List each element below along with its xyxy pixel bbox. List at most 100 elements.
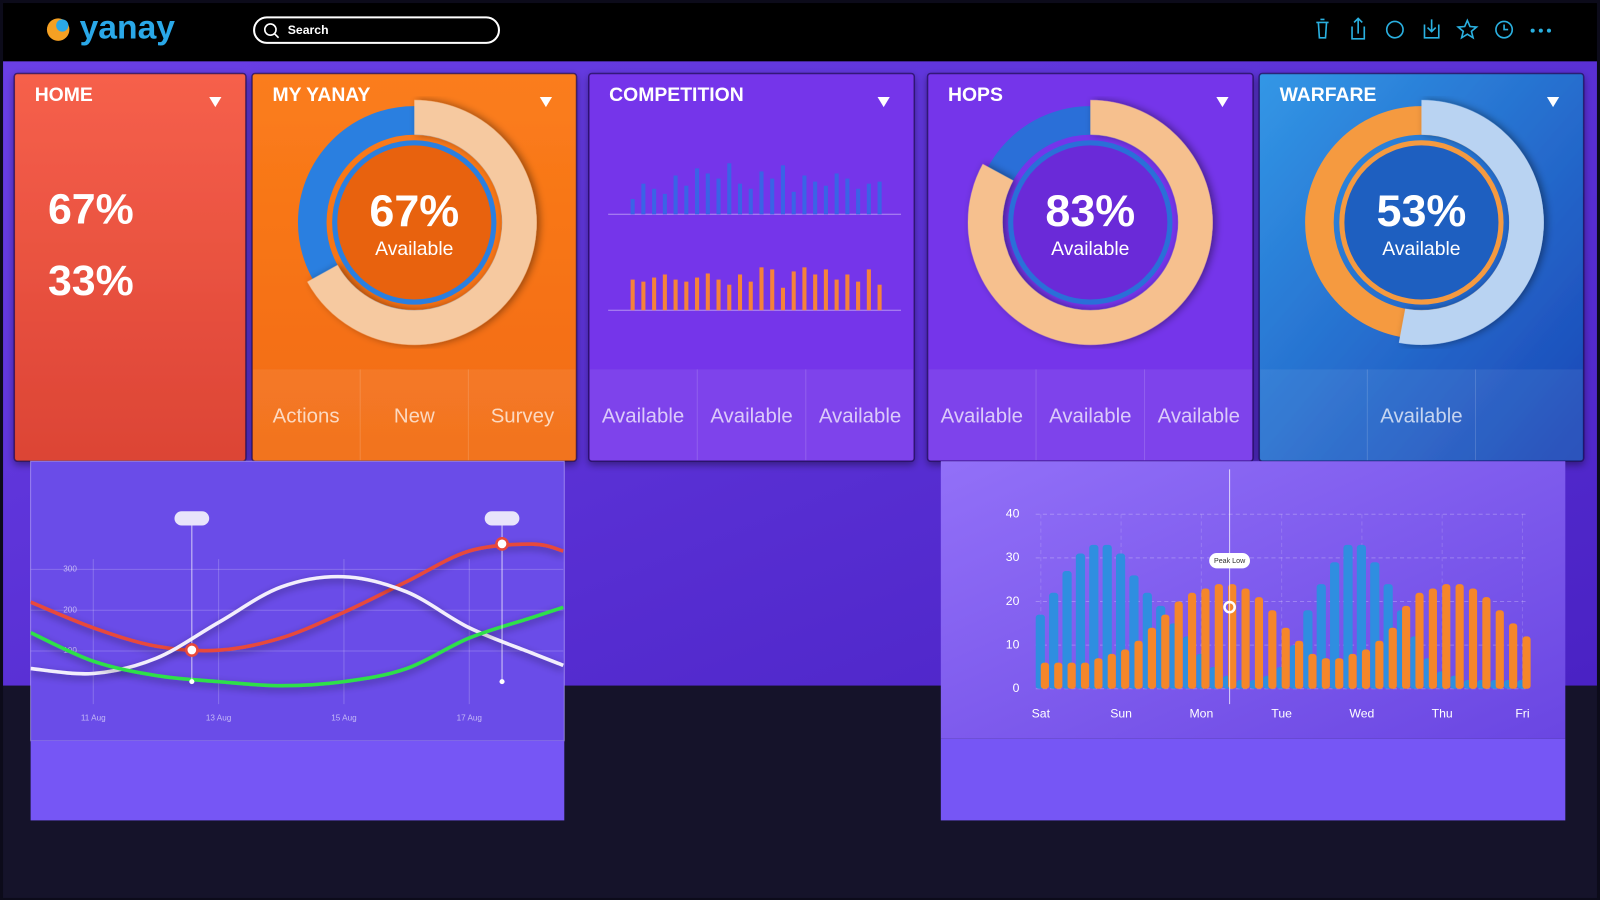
y-tick-label: 20 (1006, 594, 1020, 608)
footer-label: Available (1380, 406, 1462, 428)
mini-bar (705, 173, 710, 215)
bar (1102, 544, 1112, 689)
mini-bar (823, 185, 828, 215)
mini-bar (652, 277, 657, 311)
bar (1522, 636, 1531, 689)
mini-bar (716, 178, 721, 215)
mini-bar (737, 274, 743, 311)
profile-icon[interactable] (1385, 20, 1404, 39)
mini-bar (845, 274, 850, 311)
mini-bar (737, 183, 743, 215)
bar (1495, 610, 1504, 689)
download-icon[interactable] (1423, 19, 1440, 39)
more-icon[interactable] (1530, 28, 1552, 33)
favorite-icon[interactable] (1456, 18, 1479, 40)
line-series (30, 605, 564, 688)
logo[interactable]: yanay (46, 9, 176, 46)
bar (1281, 627, 1290, 689)
mini-bar (727, 163, 732, 215)
x-tick-label: 13 Aug (206, 714, 232, 723)
mini-bar (695, 277, 700, 311)
footer-label: Available (941, 406, 1023, 428)
mini-bar (770, 269, 775, 311)
x-tick-label: Mon (1189, 707, 1213, 721)
bar (1201, 588, 1210, 689)
mini-bar (866, 183, 871, 215)
mini-bar (877, 181, 882, 215)
mini-bar (866, 269, 871, 311)
bar (1134, 640, 1143, 689)
search-icon-handle (273, 33, 280, 39)
cursor-foot (499, 679, 505, 685)
mini-bar (845, 178, 850, 215)
donut-center (1339, 140, 1504, 305)
mini-bar (641, 183, 646, 215)
dropdown-arrow (209, 96, 222, 108)
bar (1361, 649, 1371, 689)
stat-value: 33% (48, 257, 134, 305)
card[interactable]: MY YANAY Actions New Survey 67%Available (251, 72, 578, 462)
mini-bar (716, 279, 721, 311)
donut-arc (291, 100, 537, 345)
bar (1415, 592, 1424, 689)
card-title: WARFARE (1280, 84, 1377, 106)
donut-percent: 53% (1377, 185, 1467, 236)
cursor-foot (189, 679, 195, 685)
x-tick-label: 11 Aug (81, 714, 106, 723)
footer-label: New (394, 406, 435, 428)
footer-label: Available (710, 406, 792, 428)
cursor-point (184, 643, 199, 657)
y-tick-label: 30 (1006, 550, 1020, 564)
donut-center (1008, 140, 1173, 305)
share-icon[interactable] (1351, 17, 1366, 40)
mini-bar (877, 284, 882, 311)
mini-bar (727, 284, 732, 311)
bar-chart: 0 10 20 30 40 Sat Sun Mon Tue Wed Thu Fri Peak Low (940, 461, 1566, 821)
line-series (30, 574, 564, 676)
card[interactable]: HOME 67% 33% (13, 72, 247, 462)
history-icon[interactable] (1495, 20, 1514, 39)
card-footer (253, 369, 576, 461)
search-field (253, 16, 500, 44)
line-series (30, 542, 564, 653)
bar (1428, 588, 1437, 689)
dropdown-arrow (1546, 96, 1560, 108)
y-tick-label: 10 (1006, 637, 1020, 651)
card-title: MY YANAY (272, 84, 370, 106)
card-title: HOME (35, 84, 93, 106)
mini-bar (802, 175, 807, 215)
bar (1343, 544, 1353, 689)
donut-caption: Available (1051, 238, 1129, 260)
footer-label: Available (819, 406, 901, 428)
donut-caption: Available (375, 238, 453, 260)
bar (1107, 653, 1116, 689)
search-box[interactable]: Search (253, 16, 500, 44)
line-panel (30, 460, 565, 742)
bar (1335, 658, 1344, 689)
card-background (588, 72, 916, 462)
mini-bar (780, 287, 786, 311)
toolbar (1316, 17, 1552, 40)
bar (1330, 562, 1340, 689)
card[interactable]: COMPETITION Available Available Available (588, 72, 916, 462)
logo-icon-part (56, 19, 69, 32)
bar (1121, 649, 1130, 689)
footer-label: Survey (491, 406, 555, 428)
bar-panel-extension (940, 738, 1566, 821)
logo-text: yanay (80, 9, 176, 46)
x-tick-label: Wed (1349, 707, 1374, 721)
card-footer (589, 369, 914, 461)
delete-icon[interactable] (1316, 18, 1329, 39)
mini-bar (856, 188, 861, 215)
bar (1308, 653, 1317, 689)
bar (1509, 623, 1518, 689)
line-panel-extension (30, 740, 565, 821)
bar (1094, 658, 1103, 689)
y-tick-label: 200 (63, 605, 77, 614)
mini-bar (673, 279, 678, 311)
